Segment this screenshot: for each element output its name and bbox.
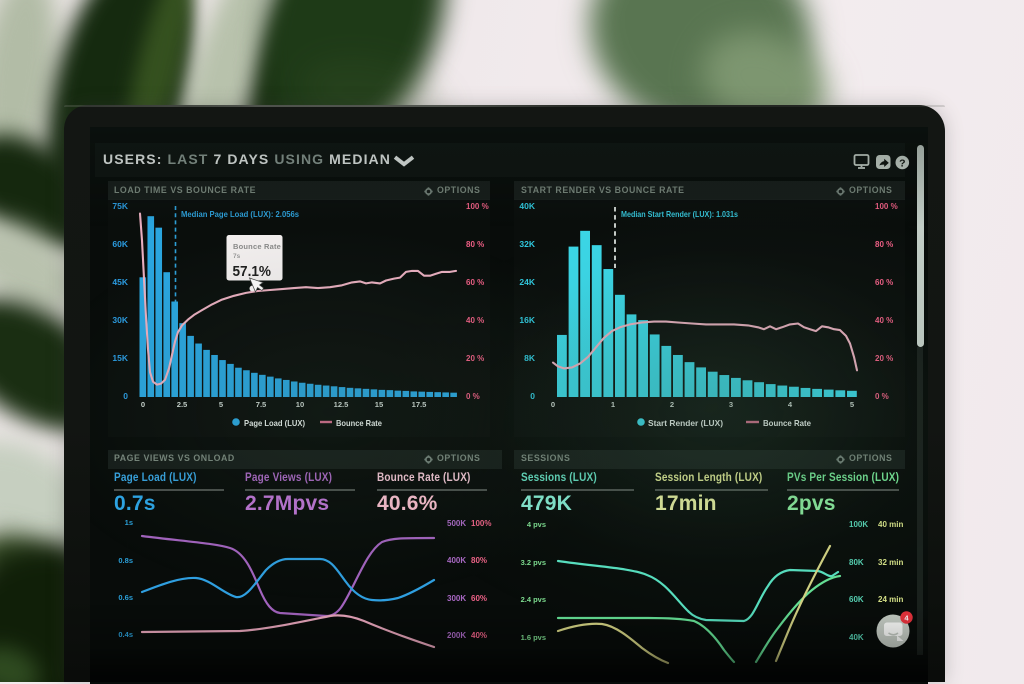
svg-text:1s: 1s bbox=[125, 518, 133, 527]
svg-text:20 %: 20 % bbox=[875, 354, 893, 363]
svg-text:24 min: 24 min bbox=[878, 595, 903, 604]
svg-text:4 pvs: 4 pvs bbox=[527, 520, 546, 529]
svg-text:300K: 300K bbox=[447, 594, 466, 603]
svg-text:40 %: 40 % bbox=[466, 316, 484, 325]
svg-text:20 %: 20 % bbox=[466, 354, 484, 363]
svg-text:0 %: 0 % bbox=[875, 392, 889, 401]
svg-text:100 %: 100 % bbox=[466, 202, 489, 211]
svg-text:0: 0 bbox=[530, 391, 535, 401]
svg-text:7.5: 7.5 bbox=[256, 400, 267, 409]
svg-text:3.2 pvs: 3.2 pvs bbox=[521, 558, 546, 567]
svg-text:2.5: 2.5 bbox=[177, 400, 188, 409]
svg-text:0: 0 bbox=[551, 400, 555, 409]
svg-text:80 %: 80 % bbox=[875, 240, 893, 249]
svg-text:24K: 24K bbox=[519, 277, 535, 287]
svg-text:60K: 60K bbox=[849, 595, 864, 604]
svg-text:0.4s: 0.4s bbox=[118, 630, 133, 639]
svg-text:40%: 40% bbox=[471, 631, 487, 640]
svg-text:Bounce Rate: Bounce Rate bbox=[233, 242, 281, 251]
svg-text:60%: 60% bbox=[471, 594, 487, 603]
svg-text:?: ? bbox=[899, 158, 905, 170]
svg-text:40K: 40K bbox=[519, 201, 535, 211]
svg-text:80K: 80K bbox=[849, 558, 864, 567]
svg-text:5: 5 bbox=[219, 400, 224, 409]
svg-text:60 %: 60 % bbox=[875, 278, 893, 287]
svg-text:4: 4 bbox=[788, 400, 793, 409]
svg-text:17.5: 17.5 bbox=[412, 400, 428, 409]
svg-text:0 %: 0 % bbox=[466, 392, 480, 401]
svg-text:500K: 500K bbox=[447, 519, 466, 528]
svg-text:32 min: 32 min bbox=[878, 558, 903, 567]
svg-text:Median Start Render (LUX): 1.0: Median Start Render (LUX): 1.031s bbox=[621, 209, 738, 219]
svg-text:40 %: 40 % bbox=[875, 316, 893, 325]
svg-text:32K: 32K bbox=[519, 239, 535, 249]
svg-text:16K: 16K bbox=[519, 315, 535, 325]
svg-text:60 %: 60 % bbox=[466, 278, 484, 287]
svg-text:15: 15 bbox=[375, 400, 384, 409]
svg-text:60K: 60K bbox=[112, 239, 128, 249]
svg-text:12.5: 12.5 bbox=[334, 400, 350, 409]
svg-text:Bounce Rate: Bounce Rate bbox=[336, 418, 382, 428]
svg-text:15K: 15K bbox=[112, 353, 128, 363]
svg-text:80 %: 80 % bbox=[466, 240, 484, 249]
svg-text:57.1%: 57.1% bbox=[233, 263, 272, 280]
svg-text:0: 0 bbox=[123, 391, 128, 401]
svg-text:Start Render (LUX): Start Render (LUX) bbox=[648, 418, 723, 428]
svg-text:45K: 45K bbox=[112, 277, 128, 287]
svg-text:0.8s: 0.8s bbox=[118, 556, 133, 565]
svg-text:200K: 200K bbox=[447, 631, 466, 640]
svg-text:400K: 400K bbox=[447, 556, 466, 565]
svg-text:0.6s: 0.6s bbox=[118, 593, 133, 602]
svg-text:10: 10 bbox=[296, 400, 304, 409]
svg-text:5: 5 bbox=[850, 400, 855, 409]
svg-text:1.6 pvs: 1.6 pvs bbox=[521, 633, 546, 642]
svg-text:Page Load (LUX): Page Load (LUX) bbox=[244, 418, 305, 428]
svg-text:2: 2 bbox=[670, 400, 674, 409]
svg-text:3: 3 bbox=[729, 400, 733, 409]
svg-text:7s: 7s bbox=[233, 253, 241, 260]
svg-text:75K: 75K bbox=[112, 201, 128, 211]
svg-text:30K: 30K bbox=[112, 315, 128, 325]
svg-text:100%: 100% bbox=[471, 519, 491, 528]
svg-text:8K: 8K bbox=[524, 353, 536, 363]
svg-text:2.4 pvs: 2.4 pvs bbox=[521, 595, 546, 604]
svg-text:40 min: 40 min bbox=[878, 520, 903, 529]
svg-text:100K: 100K bbox=[849, 520, 868, 529]
svg-text:Bounce Rate: Bounce Rate bbox=[763, 418, 811, 428]
svg-text:40K: 40K bbox=[849, 633, 864, 642]
svg-text:Median Page Load (LUX): 2.056s: Median Page Load (LUX): 2.056s bbox=[181, 209, 299, 219]
svg-text:0: 0 bbox=[141, 400, 145, 409]
svg-text:100 %: 100 % bbox=[875, 202, 898, 211]
svg-text:80%: 80% bbox=[471, 556, 487, 565]
svg-text:1: 1 bbox=[611, 400, 616, 409]
